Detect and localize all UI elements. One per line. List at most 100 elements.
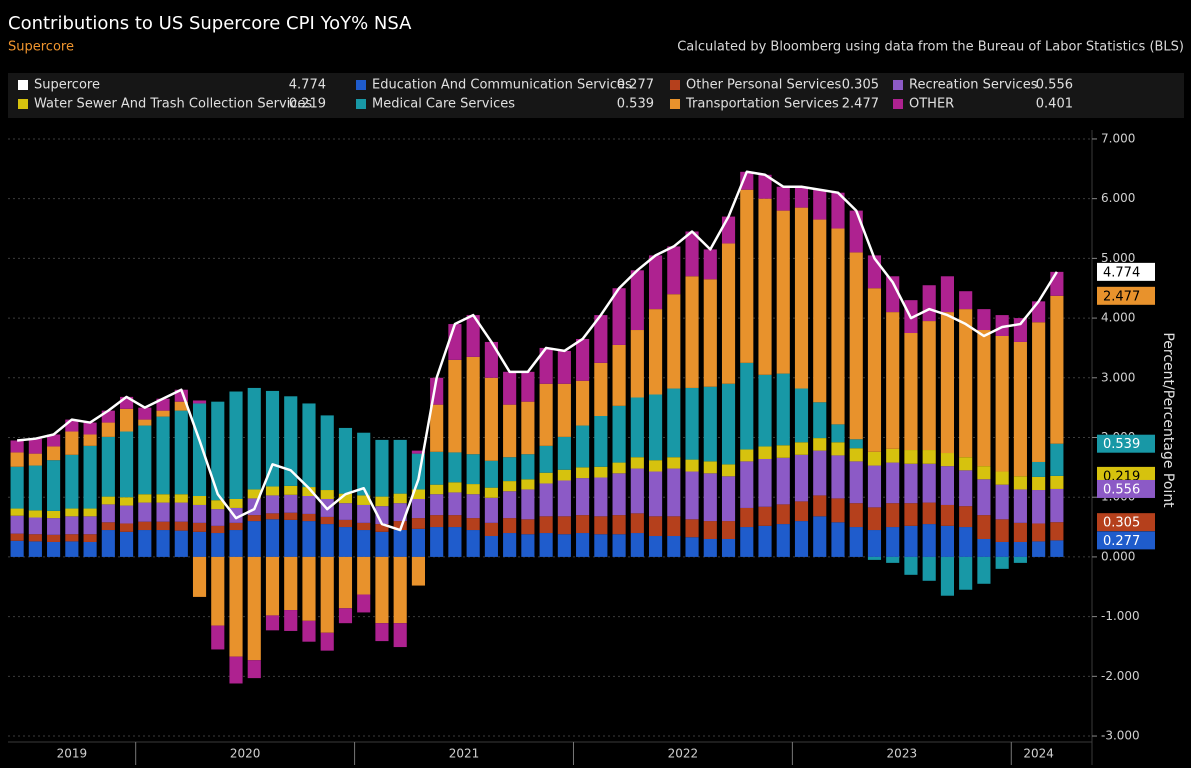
bar-segment xyxy=(813,219,827,403)
legend-value: 0.556 xyxy=(1036,78,1073,93)
bar-segment xyxy=(302,403,316,488)
bar-segment xyxy=(685,387,699,460)
bar-segment xyxy=(393,530,407,557)
bar-segment xyxy=(612,473,626,516)
bar-segment xyxy=(959,457,973,471)
bar-segment xyxy=(430,494,444,516)
bar-segment xyxy=(685,459,699,472)
x-tick-label: 2022 xyxy=(668,747,699,761)
bar-segment xyxy=(247,489,261,499)
legend-value: 2.477 xyxy=(842,97,879,112)
bar-segment xyxy=(192,556,207,597)
x-tick-label: 2019 xyxy=(57,747,88,761)
bar-segment xyxy=(448,452,462,483)
bar-segment xyxy=(995,315,1009,336)
legend-value: 0.401 xyxy=(1036,97,1073,112)
bar-segment xyxy=(1013,522,1027,542)
bar-segment xyxy=(211,556,225,626)
bar-segment xyxy=(649,516,663,537)
bar-segment xyxy=(65,454,79,509)
bar-segment xyxy=(47,518,61,535)
bar-segment xyxy=(28,453,42,466)
bar-segment xyxy=(338,427,353,494)
y-tick-label: -1.000 xyxy=(1101,609,1140,623)
bar-segment xyxy=(521,371,535,402)
bar-segment xyxy=(794,388,809,443)
bar-segment xyxy=(922,463,936,503)
bar-segment xyxy=(393,623,407,648)
bar-segment xyxy=(867,288,882,452)
bar-segment xyxy=(466,530,480,557)
y-tick-label: -2.000 xyxy=(1101,669,1140,683)
bar-segment xyxy=(411,528,425,557)
bar-segment xyxy=(576,515,590,534)
x-tick-label: 2024 xyxy=(1023,747,1054,761)
y-tick-label: 3.000 xyxy=(1101,370,1135,384)
bar-segment xyxy=(320,415,334,491)
bar-segment xyxy=(995,541,1009,557)
value-badge xyxy=(1097,434,1155,453)
legend-value: 0.305 xyxy=(842,78,879,93)
bar-segment xyxy=(120,497,134,506)
bar-segment xyxy=(758,374,772,447)
bar-segment xyxy=(28,541,42,557)
bar-segment xyxy=(120,396,134,409)
bar-segment xyxy=(849,210,863,253)
bar-segment xyxy=(1013,476,1027,490)
bar-segment xyxy=(539,483,553,517)
bar-segment xyxy=(138,530,152,557)
legend-label: OTHER xyxy=(909,97,954,112)
bar-segment xyxy=(740,171,754,190)
bar-segment xyxy=(192,504,207,523)
bar-segment xyxy=(211,509,225,526)
bar-segment xyxy=(813,495,827,517)
bar-segment xyxy=(503,491,517,519)
bar-segment xyxy=(101,436,115,497)
bar-segment xyxy=(265,556,280,616)
bar-segment xyxy=(813,402,827,439)
bar-segment xyxy=(101,422,115,437)
bar-segment xyxy=(101,504,115,523)
bar-segment xyxy=(338,556,353,609)
bar-segment xyxy=(320,490,334,499)
bar-segment xyxy=(977,556,991,584)
bar-segment xyxy=(758,174,772,199)
bar-segment xyxy=(594,415,608,467)
bar-segment xyxy=(940,453,954,467)
bar-segment xyxy=(101,522,115,531)
bar-segment xyxy=(192,522,207,532)
bar-segment xyxy=(557,469,571,481)
bar-segment xyxy=(265,495,280,514)
bar-segment xyxy=(886,527,900,557)
bar-segment xyxy=(576,338,590,381)
bar-segment xyxy=(65,508,79,517)
bar-segment xyxy=(995,471,1009,485)
bar-segment xyxy=(10,533,24,541)
bar-segment xyxy=(922,556,936,581)
bar-segment xyxy=(758,198,772,375)
bar-segment xyxy=(138,419,152,426)
bar-segment xyxy=(466,356,480,455)
bar-segment xyxy=(28,534,42,542)
bar-segment xyxy=(758,525,772,557)
bar-segment xyxy=(484,497,498,523)
bar-segment xyxy=(284,396,298,486)
bar-segment xyxy=(284,512,298,520)
legend-label: Medical Care Services xyxy=(372,97,515,112)
bar-segment xyxy=(1013,318,1027,342)
bar-segment xyxy=(1050,522,1064,541)
bar-segment xyxy=(174,521,188,531)
bar-segment xyxy=(47,510,61,519)
bar-segment xyxy=(557,516,571,535)
bar-segment xyxy=(503,404,517,458)
bar-segment xyxy=(101,496,115,505)
bar-segment xyxy=(10,440,24,453)
bar-segment xyxy=(922,450,936,464)
bar-segment xyxy=(721,383,736,465)
bar-segment xyxy=(831,498,845,523)
bar-segment xyxy=(1013,556,1027,563)
value-badge xyxy=(1097,479,1155,498)
legend-label: Water Sewer And Trash Collection Service… xyxy=(34,97,312,112)
bar-segment xyxy=(904,450,918,464)
